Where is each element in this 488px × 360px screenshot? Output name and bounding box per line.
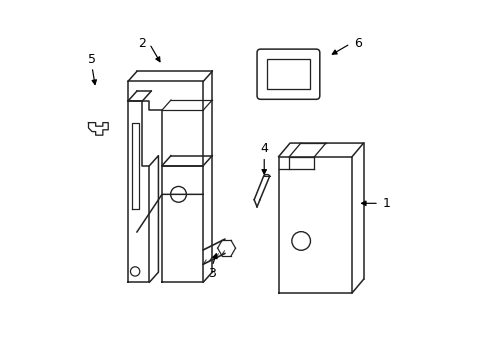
Text: 4: 4: [260, 142, 267, 155]
Text: 3: 3: [208, 267, 216, 280]
Text: 1: 1: [382, 197, 390, 210]
Text: 2: 2: [137, 37, 145, 50]
Bar: [266, 59, 309, 89]
Text: 5: 5: [88, 53, 96, 66]
Text: 6: 6: [353, 37, 362, 50]
